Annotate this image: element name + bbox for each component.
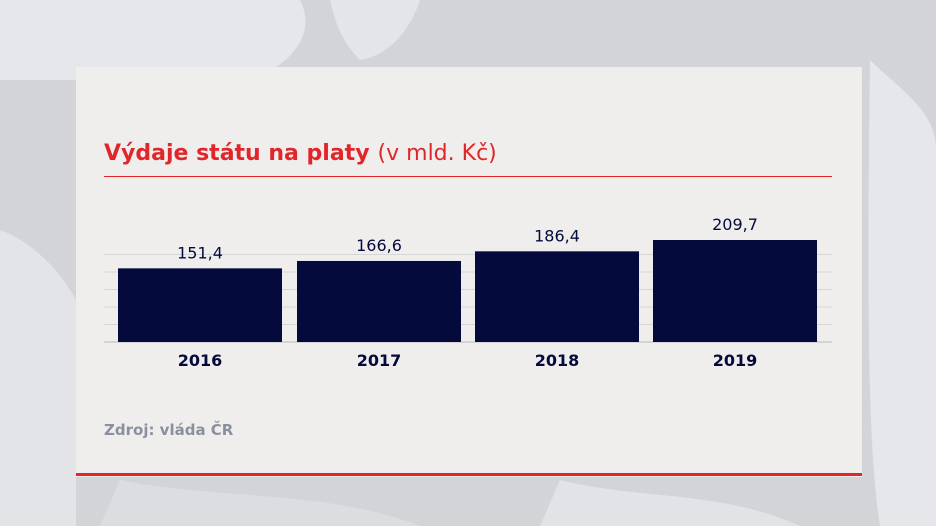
x-tick-label: 2017 bbox=[357, 351, 402, 370]
x-tick-label: 2016 bbox=[178, 351, 223, 370]
chart-title-main: Výdaje státu na platy bbox=[104, 141, 370, 166]
card-bottom-rule bbox=[76, 473, 862, 476]
bar-2018 bbox=[475, 251, 639, 342]
x-tick-label: 2019 bbox=[713, 351, 758, 370]
title-divider bbox=[104, 176, 832, 177]
source-note: Zdroj: vláda ČR bbox=[104, 421, 234, 439]
data-label: 166,6 bbox=[356, 236, 402, 255]
chart-title: Výdaje státu na platy (v mld. Kč) bbox=[104, 137, 497, 171]
bar-2016 bbox=[118, 268, 282, 342]
bar-2017 bbox=[297, 260, 461, 342]
data-label: 186,4 bbox=[534, 226, 580, 245]
data-label: 151,4 bbox=[177, 243, 223, 262]
data-label: 209,7 bbox=[712, 215, 758, 234]
chart-title-unit: (v mld. Kč) bbox=[377, 141, 497, 166]
x-tick-label: 2018 bbox=[535, 351, 580, 370]
bar-2019 bbox=[653, 240, 817, 342]
